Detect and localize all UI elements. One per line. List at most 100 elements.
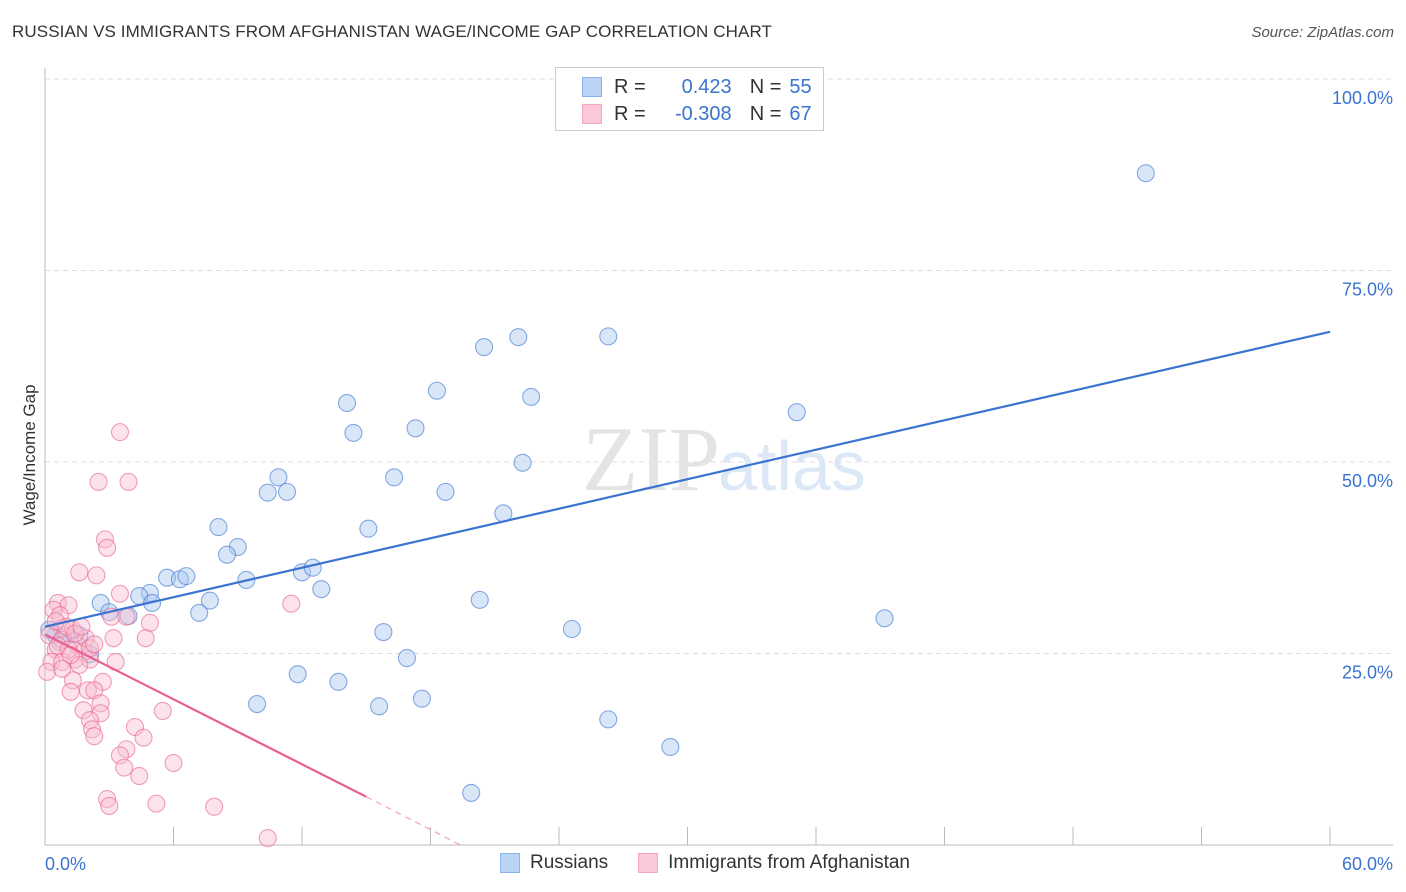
russians-point <box>513 453 532 472</box>
x-tick-label-min: 0.0% <box>45 854 86 874</box>
russians-point <box>312 580 331 599</box>
russians-point <box>200 591 219 610</box>
afghanistan-point <box>46 612 65 631</box>
russians-point <box>875 609 894 628</box>
afghanistan-point <box>38 662 57 681</box>
russians-point <box>1136 164 1155 183</box>
y-tick-label: 100.0% <box>1332 88 1393 108</box>
russians-point <box>288 665 307 684</box>
russians-point <box>277 482 297 501</box>
afghanistan-point <box>91 704 110 723</box>
russians-point <box>329 672 348 691</box>
legend-row-afghanistan: R = -0.308 N = 67 <box>582 102 812 126</box>
russians-point <box>509 328 528 347</box>
afghanistan-point <box>63 671 82 690</box>
watermark-atlas: atlas <box>718 427 866 505</box>
legend-row-russians: R = 0.423 N = 55 <box>582 75 812 99</box>
r-label: R = <box>614 75 646 98</box>
watermark-zip: ZIP <box>582 408 720 510</box>
afghanistan-point <box>53 659 72 678</box>
y-axis-label: Wage/Income Gap <box>20 384 39 525</box>
afghanistan-trend-extension <box>365 796 461 846</box>
russians-point <box>190 603 209 622</box>
afghanistan-point <box>61 682 80 701</box>
y-tick-label: 50.0% <box>1342 471 1393 491</box>
afghanistan-point <box>110 423 130 442</box>
correlation-legend: R = 0.423 N = 55 R = -0.308 N = 67 <box>555 67 824 131</box>
afghanistan-point <box>100 796 119 815</box>
afghanistan-point <box>205 797 224 816</box>
series-legend: Russians Immigrants from Afghanistan <box>500 852 940 874</box>
legend-item-afghanistan[interactable]: Immigrants from Afghanistan <box>638 852 910 874</box>
russians-point <box>599 710 618 729</box>
russians-point <box>406 419 425 438</box>
russians-point <box>209 518 228 537</box>
russians-point <box>344 423 363 442</box>
russians-point <box>787 403 806 422</box>
afghanistan-point <box>258 829 277 848</box>
legend-item-russians[interactable]: Russians <box>500 852 608 874</box>
x-tick-label-max: 60.0% <box>1342 854 1393 874</box>
afghanistan-point <box>91 694 110 713</box>
n-value: 67 <box>789 102 812 125</box>
legend-label: Immigrants from Afghanistan <box>668 852 910 873</box>
afghanistan-point <box>136 629 155 648</box>
y-tick-label: 75.0% <box>1342 280 1393 300</box>
russians-point <box>562 619 581 639</box>
afghanistan-point <box>130 767 149 786</box>
russians-point <box>427 381 446 400</box>
russians-point <box>177 567 196 586</box>
russians-point <box>247 695 267 714</box>
russians-point <box>397 649 416 668</box>
afghanistan-point <box>98 538 117 557</box>
russians-point <box>661 737 680 757</box>
russians-point <box>337 393 357 413</box>
russians-point <box>359 519 378 538</box>
blue-swatch-icon <box>582 77 602 97</box>
afghanistan-point <box>153 701 172 721</box>
russians-point <box>436 482 455 501</box>
afghanistan-point <box>78 681 97 700</box>
afghanistan-point <box>147 794 166 813</box>
chart-title: RUSSIAN VS IMMIGRANTS FROM AFGHANISTAN W… <box>12 22 772 41</box>
r-label: R = <box>614 102 646 125</box>
afghanistan-point <box>98 789 117 809</box>
n-label: N = <box>749 102 782 125</box>
afghanistan-point <box>85 727 104 746</box>
russians-point <box>217 545 237 564</box>
afghanistan-point <box>119 472 138 491</box>
afghanistan-point <box>134 728 153 747</box>
afghanistan-point <box>85 635 104 654</box>
n-value: 55 <box>789 75 812 98</box>
russians-point <box>385 468 404 487</box>
russians-point <box>412 689 431 708</box>
russians-trend-line <box>44 330 1331 628</box>
source-label: Source: ZipAtlas.com <box>1251 24 1394 41</box>
afghanistan-point <box>89 472 108 491</box>
r-value: -0.308 <box>674 102 732 125</box>
russians-point <box>269 468 288 487</box>
afghanistan-point <box>164 753 183 773</box>
afghanistan-point <box>115 758 134 777</box>
afghanistan-point <box>42 652 61 671</box>
afghanistan-point <box>74 701 93 720</box>
russians-point <box>374 623 393 642</box>
afghanistan-point <box>110 584 130 603</box>
afghanistan-trend-line <box>44 633 367 798</box>
afghanistan-point <box>65 624 85 643</box>
afghanistan-point <box>83 720 102 739</box>
afghanistan-point <box>282 594 301 613</box>
n-label: N = <box>749 75 782 98</box>
y-tick-label: 25.0% <box>1342 663 1393 683</box>
russians-point <box>258 483 277 502</box>
pink-swatch-icon <box>582 104 602 124</box>
afghanistan-point <box>140 613 159 632</box>
russians-point <box>370 697 389 716</box>
russians-point <box>474 338 494 357</box>
afghanistan-point <box>87 566 106 585</box>
russians-point <box>522 387 541 406</box>
pink-swatch-icon <box>638 853 659 873</box>
afghanistan-point <box>70 563 89 582</box>
russians-point <box>462 783 481 802</box>
